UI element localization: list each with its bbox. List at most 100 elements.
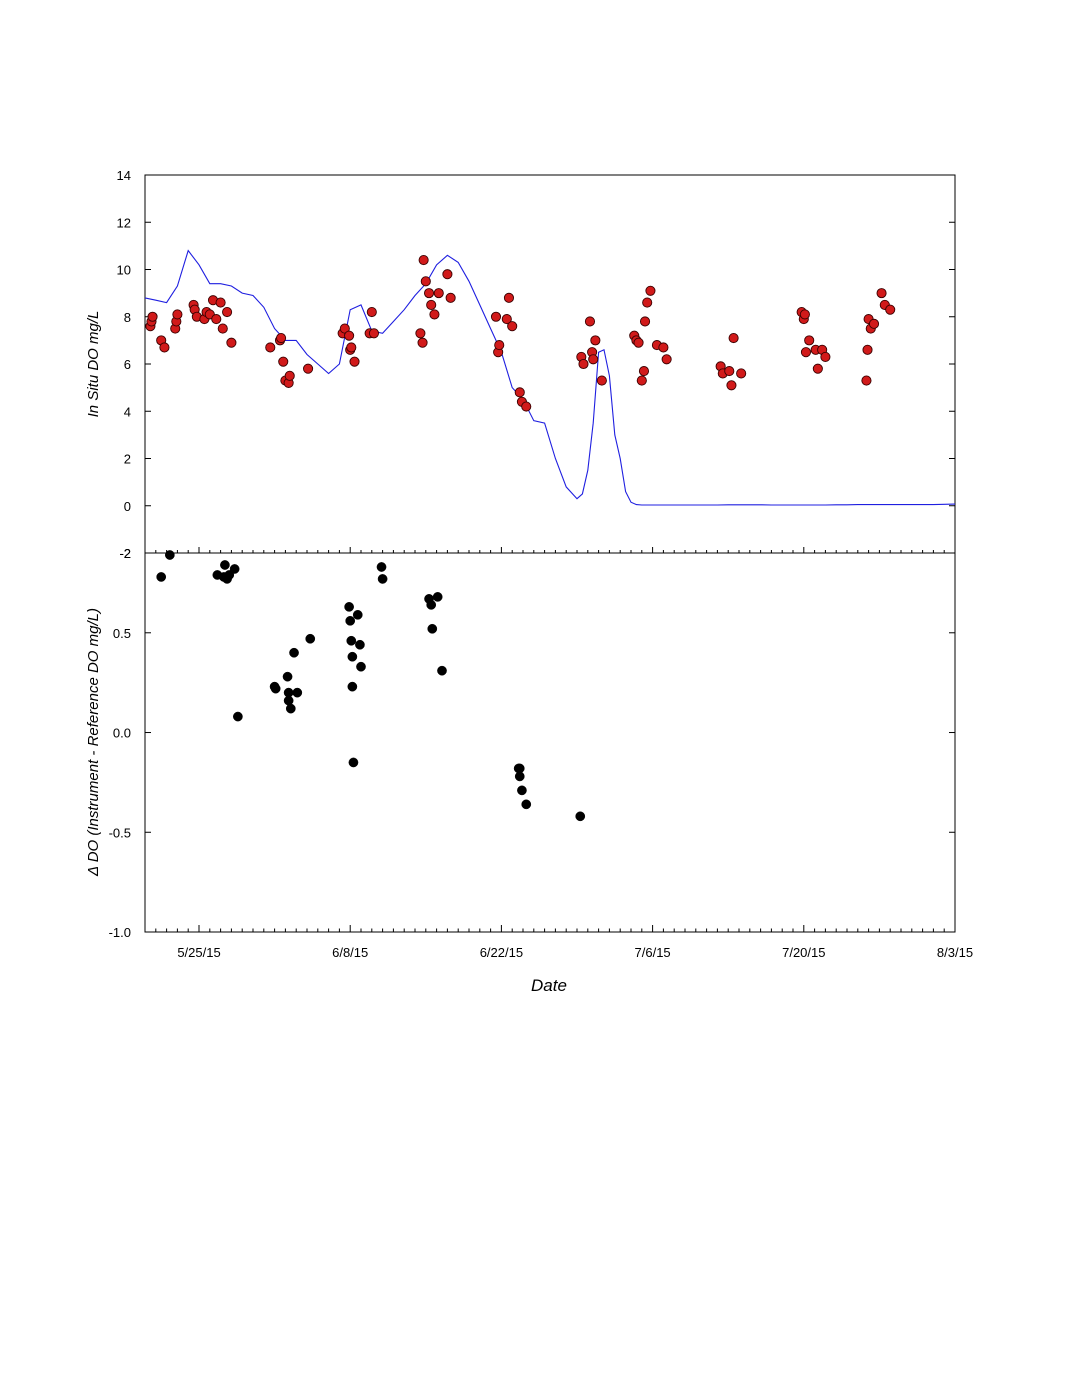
x-tick-label-1: 6/8/15 — [332, 945, 368, 960]
top-reference-point-86 — [812, 363, 823, 374]
top-reference-point-38 — [417, 337, 428, 348]
top-reference-point-53 — [514, 387, 525, 398]
top-reference-point-76 — [724, 366, 735, 377]
bottom-y-axis-title: Δ DO (Instrument - Reference DO mg/L) — [85, 608, 102, 877]
top-reference-point-61 — [590, 335, 601, 346]
top-reference-point-84 — [804, 335, 815, 346]
top-reference-point-27 — [303, 363, 314, 374]
bottom-delta-point-19 — [344, 602, 354, 612]
top-reference-point-83 — [800, 347, 812, 358]
top-reference-points — [145, 254, 896, 412]
bottom-delta-point-22 — [347, 651, 358, 662]
bottom-delta-point-26 — [355, 639, 365, 650]
x-tick-label-3: 7/6/15 — [635, 945, 671, 960]
top-reference-point-50 — [501, 314, 512, 325]
top-reference-point-69 — [642, 297, 653, 308]
top-reference-point-16 — [215, 297, 226, 308]
top-reference-point-79 — [736, 368, 747, 379]
bottom-x-axis-ticks: 5/25/15 6/8/15 6/22/15 7/6/15 7/20/15 8/3/15 — [144, 925, 973, 960]
bottom-delta-point-0 — [156, 572, 167, 582]
bottom-delta-point-12 — [282, 671, 293, 682]
bottom-delta-point-28 — [376, 562, 387, 572]
top-reference-point-22 — [276, 332, 287, 344]
top-reference-point-15 — [211, 314, 222, 325]
bottom-delta-point-39 — [521, 799, 532, 810]
bottom-delta-point-11 — [270, 683, 281, 694]
top-reference-point-40 — [420, 276, 431, 287]
top-reference-point-30 — [344, 330, 355, 341]
bottom-delta-point-34 — [437, 665, 447, 676]
top-reference-point-44 — [433, 288, 444, 299]
bottom-delta-point-8 — [229, 564, 240, 574]
top-reference-point-57 — [578, 358, 589, 370]
top-reference-point-33 — [349, 356, 360, 367]
bottom-y-axis-ticks: -1.0 -0.5 0.0 0.5 — [109, 626, 955, 940]
top-reference-point-32 — [346, 342, 357, 353]
top-reference-point-39 — [418, 254, 429, 266]
top-reference-point-78 — [728, 332, 739, 344]
top-reference-point-66 — [636, 375, 647, 386]
bottom-y-tick-label-0: -1.0 — [109, 925, 131, 940]
top-reference-point-93 — [868, 318, 880, 329]
top-y-tick-label-3: 4 — [124, 404, 131, 419]
top-reference-point-96 — [885, 304, 896, 315]
top-reference-point-45 — [442, 269, 453, 280]
top-reference-point-18 — [222, 306, 233, 318]
top-reference-point-88 — [820, 351, 831, 362]
bottom-delta-point-1 — [164, 550, 175, 560]
x-axis-title: Date — [531, 976, 567, 995]
top-reference-point-19 — [226, 337, 237, 348]
top-reference-point-55 — [521, 401, 532, 412]
top-reference-point-58 — [584, 316, 596, 327]
top-y-tick-label-4: 6 — [124, 357, 131, 372]
top-reference-point-89 — [861, 375, 872, 386]
bottom-delta-point-24 — [348, 757, 359, 768]
top-reference-point-36 — [368, 328, 380, 339]
bottom-delta-points — [156, 550, 586, 822]
top-reference-point-26 — [284, 370, 295, 381]
bottom-delta-point-17 — [292, 687, 303, 698]
top-reference-point-70 — [645, 285, 656, 296]
top-reference-point-73 — [661, 354, 672, 365]
x-tick-label-0: 5/25/15 — [177, 945, 220, 960]
bottom-delta-point-9 — [233, 711, 243, 722]
top-do-timeseries — [144, 249, 956, 506]
top-y-tick-label-5: 8 — [124, 310, 131, 325]
bottom-delta-point-37 — [514, 763, 525, 774]
top-reference-point-17 — [217, 323, 228, 334]
bottom-delta-point-33 — [432, 592, 443, 602]
top-reference-point-77 — [726, 380, 737, 391]
top-reference-point-82 — [799, 309, 810, 320]
bottom-delta-point-21 — [346, 635, 357, 646]
top-reference-point-37 — [415, 328, 426, 339]
top-do-line — [144, 249, 956, 506]
bottom-delta-point-32 — [427, 623, 438, 634]
bottom-delta-point-14 — [283, 695, 294, 706]
bottom-y-tick-label-3: 0.5 — [113, 626, 131, 641]
bottom-delta-point-20 — [345, 615, 356, 626]
bottom-delta-point-27 — [356, 661, 366, 672]
bottom-delta-point-40 — [575, 811, 586, 822]
x-tick-label-4: 7/20/15 — [782, 945, 825, 960]
bottom-delta-point-25 — [352, 609, 363, 620]
top-reference-point-35 — [366, 306, 377, 318]
top-reference-point-51 — [503, 292, 515, 303]
x-tick-label-5: 8/3/15 — [937, 945, 973, 960]
bottom-delta-point-4 — [220, 560, 230, 570]
bottom-delta-point-38 — [517, 785, 527, 796]
top-reference-point-43 — [429, 309, 440, 320]
top-reference-point-2 — [147, 311, 158, 322]
top-y-tick-label-7: 12 — [117, 215, 131, 230]
bottom-top-tick-label: -2 — [119, 546, 131, 561]
top-y-axis-title: In Situ DO mg/L — [85, 311, 102, 418]
top-reference-point-49 — [494, 340, 505, 351]
top-reference-point-72 — [658, 342, 669, 353]
bottom-y-tick-label-1: -0.5 — [109, 825, 131, 840]
bottom-delta-point-18 — [305, 633, 316, 644]
bottom-panel-delta-do: -1.0 -0.5 0.0 0.5 5/25/15 6/8/15 6/22/15 7/6/1… — [85, 546, 973, 995]
top-reference-point-42 — [426, 299, 437, 310]
top-reference-point-62 — [596, 375, 607, 386]
top-y-tick-label-2: 2 — [124, 452, 131, 467]
bottom-plot-frame — [144, 552, 956, 933]
